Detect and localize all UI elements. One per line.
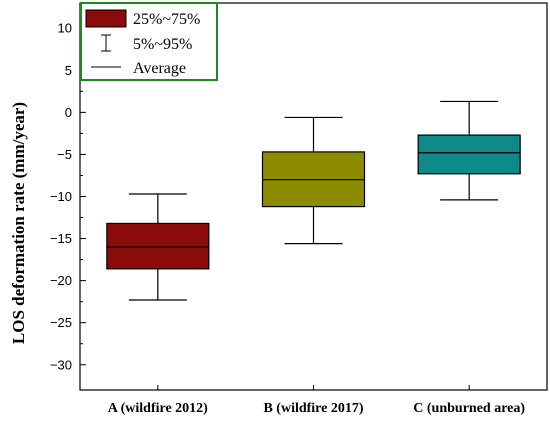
legend-box-label: 25%~75% <box>133 11 200 28</box>
x-category-label: C (unburned area) <box>413 401 525 416</box>
y-tick-label: −5 <box>57 147 72 162</box>
y-axis-label: LOS deformation rate (mm/year) <box>9 102 28 344</box>
y-tick-label: 0 <box>65 105 72 120</box>
y-tick-label: −10 <box>50 189 72 204</box>
x-axis: A (wildfire 2012) B (wildfire 2017) C (unb… <box>108 385 525 416</box>
x-category-label: A (wildfire 2012) <box>108 401 208 416</box>
legend-mean-label: Average <box>133 60 186 77</box>
y-tick-label: −30 <box>50 357 72 372</box>
box-iqr <box>106 222 210 270</box>
legend-box-swatch <box>85 9 127 28</box>
y-axis: 10 5 0 −5 −10 −15 −20 −25 −30 <box>50 21 86 372</box>
y-tick-label: −20 <box>50 273 72 288</box>
x-category-label: B (wildfire 2017) <box>263 401 363 416</box>
box-iqr <box>417 134 521 175</box>
y-tick-label: −15 <box>50 231 72 246</box>
legend-whisker-symbol <box>101 34 111 52</box>
box-group <box>261 116 366 245</box>
y-tick-label: 10 <box>58 21 72 36</box>
y-tick-label: −25 <box>50 315 72 330</box>
plot-area <box>79 2 548 391</box>
legend-whisker-label: 5%~95% <box>133 36 192 53</box>
legend: 25%~75% 5%~95% Average <box>80 2 218 81</box>
box-group <box>417 100 521 201</box>
y-tick-label: 5 <box>65 63 72 78</box>
box-group <box>106 193 210 301</box>
